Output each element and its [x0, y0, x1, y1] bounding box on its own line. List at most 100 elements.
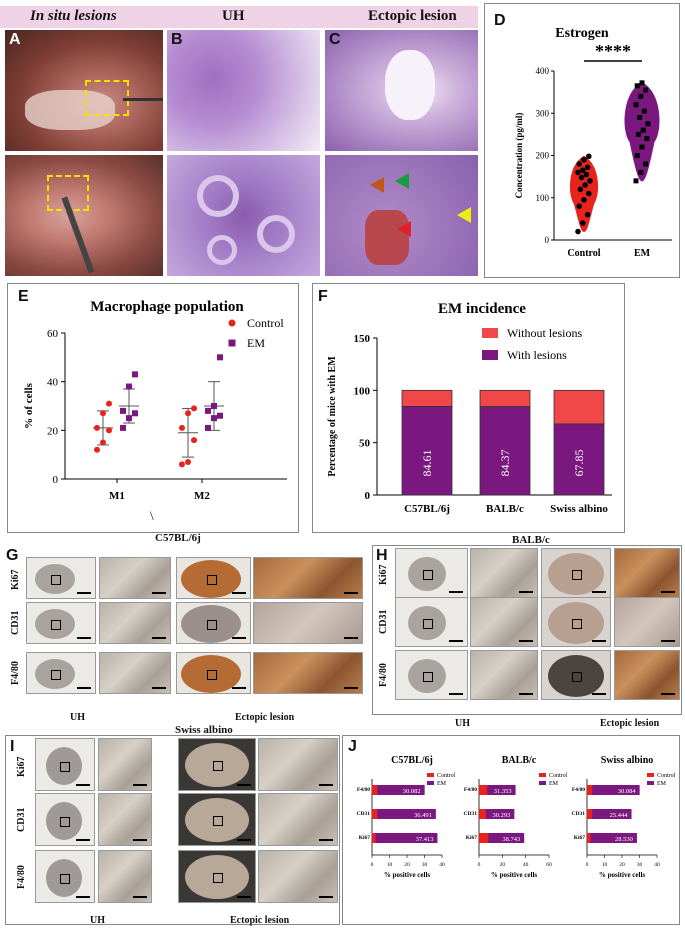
- ihc-tile: [178, 850, 256, 903]
- ihc-tile: [99, 652, 171, 694]
- scale-bar: [449, 693, 463, 695]
- header-bar: In situ lesions UH Ectopic lesion: [0, 6, 478, 28]
- ihc-zoom-box: [60, 817, 70, 827]
- chart-d-point: [633, 102, 639, 108]
- chart-j-xtick-label: 20: [500, 862, 506, 868]
- ihc-zoom-box: [207, 620, 217, 630]
- ihc-tile: [253, 557, 363, 599]
- chart-d-point: [576, 161, 582, 167]
- arrow-red-icon: [397, 221, 411, 237]
- chart-d-point: [586, 153, 592, 160]
- chart-d-point: [634, 153, 640, 158]
- chart-j-legend-control-swatch: [539, 773, 546, 777]
- chart-e-point: [132, 410, 138, 417]
- chart-j-bar-control: [479, 809, 486, 819]
- chart-j-xtick-label: 40: [523, 862, 529, 868]
- scale-bar: [237, 896, 251, 898]
- chart-j-bar-label: 36.491: [414, 812, 432, 819]
- chart-j-bar-em: [479, 833, 525, 843]
- ihc-section-shape: [46, 802, 82, 840]
- chart-j-bar-control: [372, 785, 378, 795]
- ihc-tile: [26, 557, 96, 599]
- scale-bar: [152, 637, 166, 639]
- ihc-zoom-box: [51, 575, 61, 585]
- chart-e-title: Macrophage population: [90, 299, 244, 315]
- ihc-zoom-box: [60, 762, 70, 772]
- chart-j-bar-label: 28.530: [615, 836, 633, 843]
- chart-j-subtitle: C57BL/6j: [391, 755, 433, 766]
- ihc-footer-ectopic: Ectopic lesion: [230, 915, 290, 926]
- chart-j-bar-label: 37.413: [416, 836, 434, 843]
- scale-bar: [232, 592, 246, 594]
- ihc-tile: [258, 850, 338, 903]
- chart-f-ytick-label: 50: [359, 438, 371, 450]
- chart-j-bar-em: [372, 785, 425, 795]
- chart-j-xlabel: % positive cells: [384, 871, 431, 879]
- scale-bar: [319, 839, 333, 841]
- chart-j-marker-label: Ki67: [574, 835, 586, 841]
- ihc-zoom-box: [207, 575, 217, 585]
- chart-j-xtick-label: 0: [586, 862, 589, 868]
- chart-j-xlabel: % positive cells: [491, 871, 538, 879]
- chart-j-xtick-label: 30: [637, 862, 643, 868]
- scale-bar: [133, 839, 147, 841]
- chart-e-point: [211, 415, 217, 422]
- chart-j-marker-label: CD31: [464, 811, 478, 817]
- chart-j-xtick-label: 20: [404, 862, 410, 868]
- stray-backslash: \: [150, 508, 154, 523]
- ihc-tile: [178, 738, 256, 791]
- chart-e-point: [217, 412, 223, 419]
- ihc-tile: [470, 597, 538, 647]
- scale-bar: [133, 896, 147, 898]
- ihc-tile: [541, 597, 611, 647]
- chart-e-ytick-label: 40: [47, 377, 59, 389]
- ihc-section-shape: [548, 553, 604, 595]
- scale-bar: [344, 637, 358, 639]
- chart-e-ylabel: % of cells: [23, 382, 35, 429]
- chart-e-legend-control: Control: [247, 316, 284, 330]
- ihc-section-shape: [46, 747, 82, 785]
- chart-d-point: [584, 164, 591, 171]
- chart-f-legend-without-swatch: [482, 328, 498, 338]
- ihc-footer-uh: UH: [70, 712, 85, 723]
- chart-j-bar-label: 30.293: [492, 812, 510, 819]
- ihc-section-shape: [185, 798, 249, 842]
- chart-d-point: [639, 80, 645, 86]
- ihc-section-shape: [408, 659, 446, 693]
- scale-bar: [237, 784, 251, 786]
- chart-e-point: [185, 410, 191, 417]
- arrow-yellow-icon: [457, 207, 471, 223]
- scale-bar: [77, 687, 91, 689]
- ihc-tile: [395, 597, 468, 647]
- chart-f-legend-without: Without lesions: [507, 326, 583, 340]
- scale-bar: [76, 839, 90, 841]
- chart-e-point: [179, 424, 185, 431]
- ihc-tile: [176, 652, 251, 694]
- arrow-green-icon: [395, 173, 409, 189]
- chart-e-point: [205, 424, 211, 431]
- panel-label-h: H: [376, 547, 388, 564]
- ihc-tile: [99, 602, 171, 644]
- panel-label-g: G: [6, 547, 19, 564]
- chart-f-title: EM incidence: [438, 301, 526, 317]
- chart-f-bar-without: [553, 389, 605, 425]
- chart-d-point: [575, 228, 581, 235]
- ihc-footer-ectopic: Ectopic lesion: [235, 712, 295, 723]
- ihc-zoom-box: [213, 816, 223, 826]
- chart-d: Estrogen 0 100 200 300 400 Concentration (pg/m…: [514, 26, 672, 259]
- chart-f-xtick-label: Swiss albino: [550, 503, 608, 515]
- chart-e-point: [106, 400, 112, 407]
- chart-f-ytick-label: 100: [354, 385, 371, 397]
- ihc-section-shape: [548, 602, 604, 644]
- scale-bar: [232, 687, 246, 689]
- strain-title-i: Swiss albino: [175, 724, 233, 736]
- scale-bar: [592, 591, 606, 593]
- ihc-tile: [99, 557, 171, 599]
- ihc-section-shape: [185, 743, 249, 787]
- chart-e-point: [132, 371, 138, 378]
- chart-j-bar-em: [587, 785, 640, 795]
- ihc-tile: [614, 650, 680, 700]
- scale-bar: [232, 637, 246, 639]
- ihc-row-label: F4/80: [16, 864, 27, 889]
- chart-j-xtick-label: 60: [546, 862, 552, 868]
